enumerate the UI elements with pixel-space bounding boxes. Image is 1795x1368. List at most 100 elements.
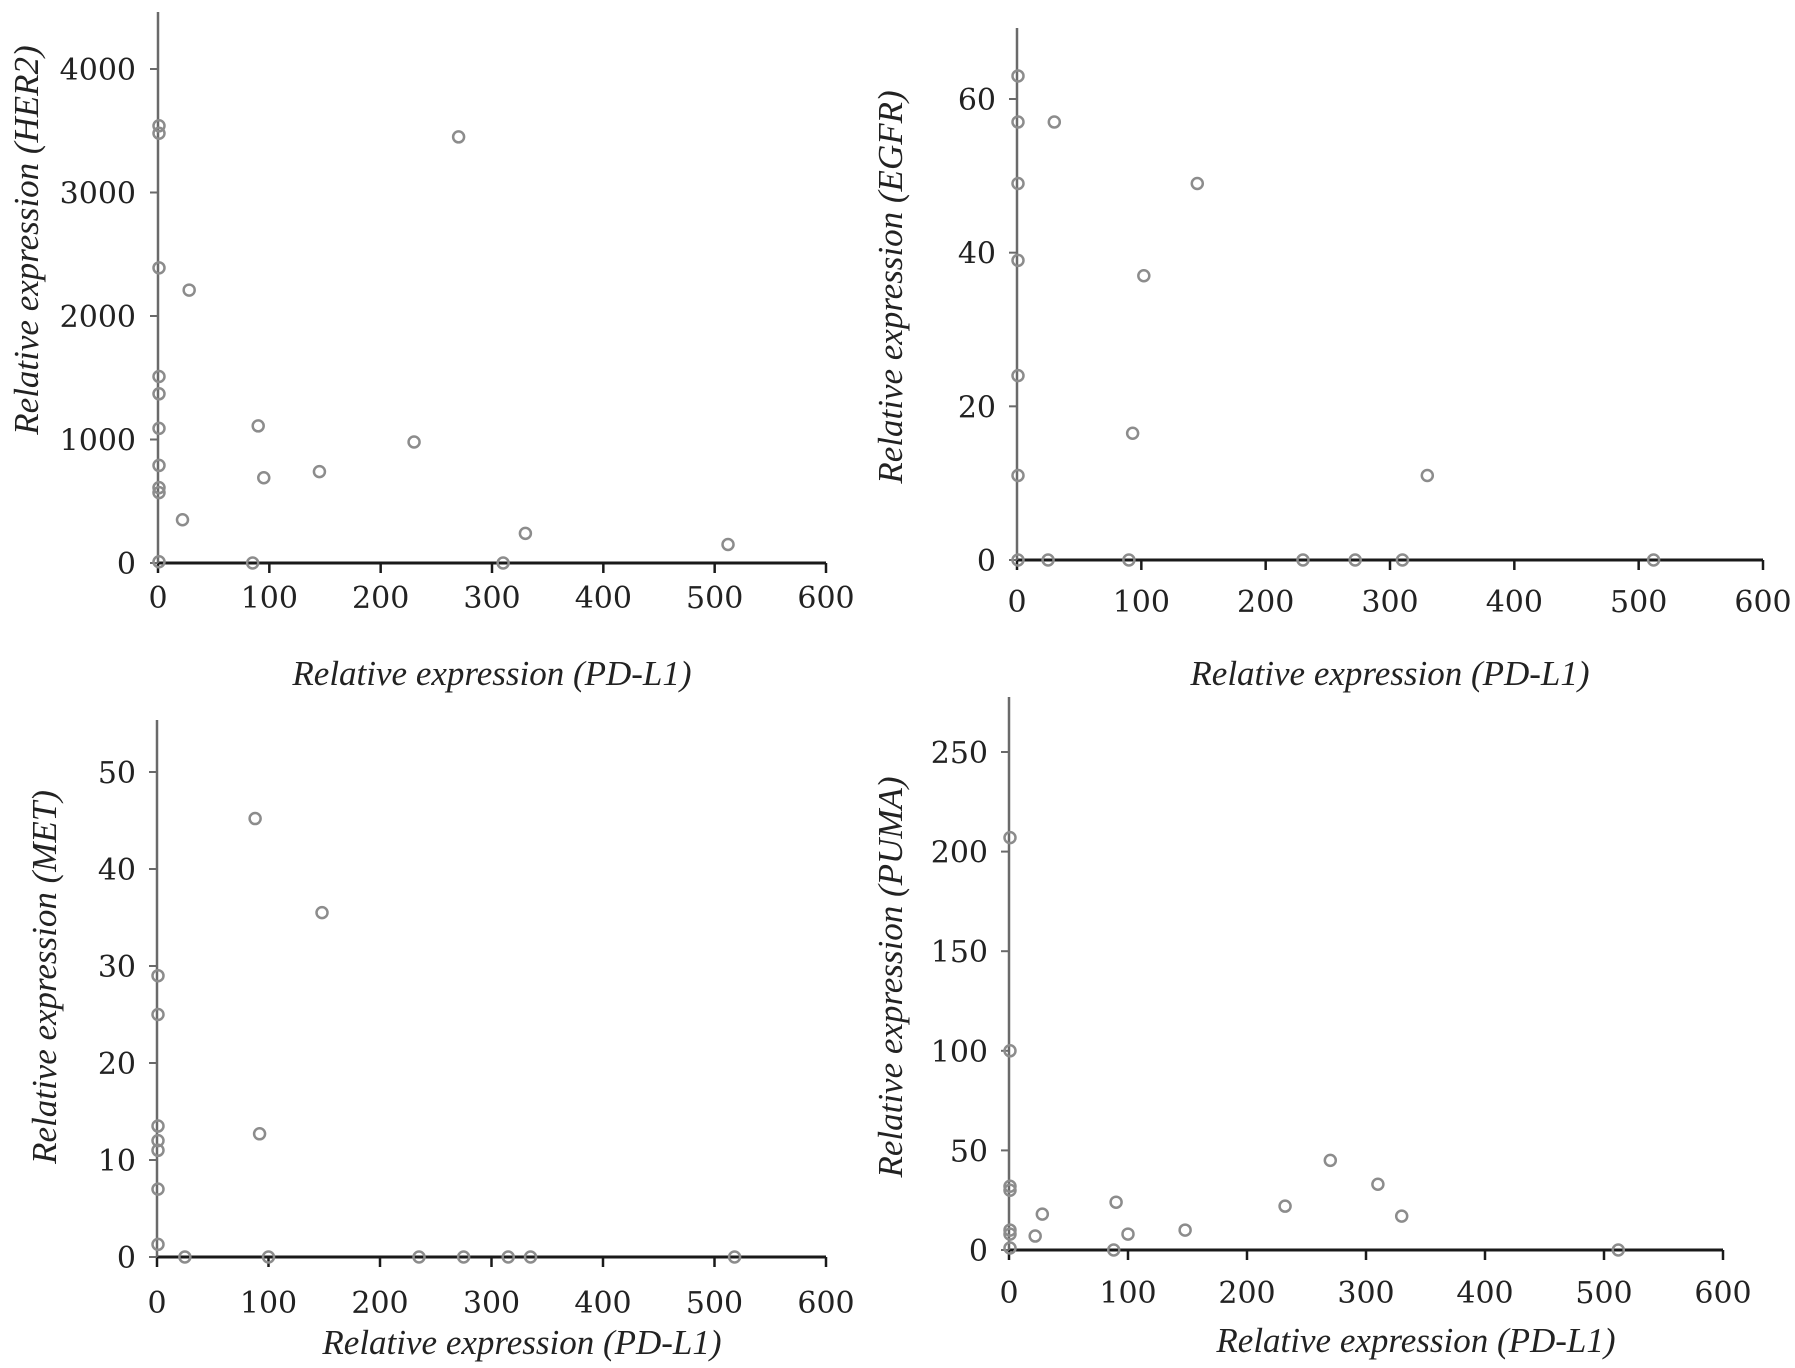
data-point (252, 1127, 267, 1141)
chart-panel-puma: 0 100 200 300 400 500 600 0 50 100 150 200 250 Relati… (871, 697, 1752, 1360)
data-point (257, 471, 271, 485)
y-tick-label: 4000 (60, 53, 136, 88)
data-point (1125, 426, 1140, 440)
y-tick-label: 1000 (60, 424, 136, 459)
data-point (1323, 1153, 1338, 1168)
x-tick-label: 200 (1218, 1276, 1275, 1311)
x-axis-title: Relative expression (PD-L1) (1215, 1321, 1615, 1360)
data-point (151, 968, 165, 983)
data-point (175, 513, 190, 527)
data-point (151, 1237, 165, 1252)
data-point (1011, 553, 1025, 567)
x-tick-label: 500 (686, 1286, 743, 1321)
x-tick-label: 100 (1099, 1276, 1156, 1311)
data-point (248, 811, 262, 826)
data-point (151, 1119, 165, 1133)
data-point (261, 1250, 276, 1264)
data-point (721, 537, 735, 552)
x-tick-label: 400 (574, 1286, 631, 1321)
data-point (312, 464, 327, 479)
x-tick-label: 600 (797, 1286, 854, 1321)
data-point (1028, 1229, 1042, 1243)
data-point (456, 1250, 471, 1264)
y-tick-label: 50 (950, 1134, 988, 1169)
x-tick-label: 100 (1113, 585, 1170, 620)
x-tick-label: 300 (463, 581, 520, 616)
data-point (152, 387, 166, 401)
data-point (1003, 1179, 1017, 1194)
data-point (1035, 1207, 1050, 1221)
y-tick-label: 2000 (60, 300, 136, 335)
y-tick-label: 0 (117, 1241, 136, 1276)
data-point (1011, 253, 1025, 268)
x-tick-label: 200 (352, 581, 409, 616)
data-point (151, 1007, 165, 1022)
data-point (496, 556, 510, 570)
data-point (1395, 553, 1410, 567)
data-point (1003, 1044, 1017, 1058)
y-tick-label: 0 (969, 1234, 988, 1269)
data-point (1121, 1227, 1135, 1241)
x-tick-label: 200 (1237, 585, 1294, 620)
data-point (1003, 830, 1017, 845)
x-tick-label: 600 (1734, 585, 1791, 620)
x-axis-title: Relative expression (PD-L1) (321, 1323, 721, 1362)
data-point (245, 556, 260, 570)
y-tick-label: 150 (931, 935, 988, 970)
data-point (182, 283, 196, 297)
chart-panel-met: 0 100 200 300 400 500 600 0 10 20 30 40 50 Relative e… (25, 720, 855, 1362)
y-tick-label: 250 (931, 736, 988, 771)
x-tick-label: 300 (463, 1286, 520, 1321)
y-tick-label: 20 (98, 1047, 136, 1082)
y-tick-label: 60 (958, 83, 996, 118)
y-tick-label: 0 (977, 544, 996, 579)
y-tick-label: 0 (117, 547, 136, 582)
data-point (1611, 1243, 1626, 1257)
data-point (1278, 1199, 1292, 1213)
y-axis-title: Relative expression (MET) (25, 790, 64, 1165)
y-axis-title: Relative expression (HER2) (7, 45, 46, 435)
x-tick-label: 600 (1694, 1276, 1751, 1311)
x-tick-label: 400 (575, 581, 632, 616)
x-axis-title: Relative expression (PD-L1) (1189, 654, 1589, 693)
x-tick-label: 100 (240, 1286, 297, 1321)
data-point (152, 458, 166, 473)
data-point (151, 1143, 165, 1158)
x-tick-label: 100 (241, 581, 298, 616)
y-tick-label: 30 (98, 950, 136, 985)
data-point (1122, 553, 1136, 567)
data-point (1003, 1227, 1017, 1241)
data-point (315, 905, 329, 920)
x-tick-label: 500 (1575, 1276, 1632, 1311)
x-tick-label: 400 (1486, 585, 1543, 620)
data-point (1047, 115, 1062, 129)
y-axis-title: Relative expression (EGFR) (871, 90, 910, 484)
data-point (1348, 553, 1362, 567)
y-tick-label: 50 (98, 756, 136, 791)
data-point (152, 126, 166, 140)
x-axis-title: Relative expression (PD-L1) (291, 654, 691, 693)
data-point (501, 1250, 515, 1264)
y-tick-label: 100 (931, 1035, 988, 1070)
data-point (1011, 115, 1025, 129)
data-point (451, 130, 466, 144)
data-point (518, 526, 533, 541)
data-point (1371, 1177, 1385, 1192)
x-tick-label: 600 (797, 581, 854, 616)
data-point (1011, 468, 1025, 483)
data-point (1106, 1243, 1121, 1257)
data-point (1109, 1195, 1123, 1209)
x-tick-label: 0 (1007, 585, 1026, 620)
x-tick-label: 300 (1337, 1276, 1394, 1311)
data-point (152, 555, 166, 569)
x-tick-label: 300 (1361, 585, 1418, 620)
data-point (152, 261, 166, 275)
chart-panel-egfr: 0 100 200 300 400 500 600 0 20 40 60 Relative expre… (871, 28, 1792, 693)
x-tick-label: 400 (1456, 1276, 1513, 1311)
x-tick-label: 500 (686, 581, 743, 616)
y-tick-label: 3000 (60, 177, 136, 212)
data-point (1003, 1183, 1017, 1197)
y-tick-label: 200 (931, 836, 988, 871)
data-point (407, 435, 421, 449)
